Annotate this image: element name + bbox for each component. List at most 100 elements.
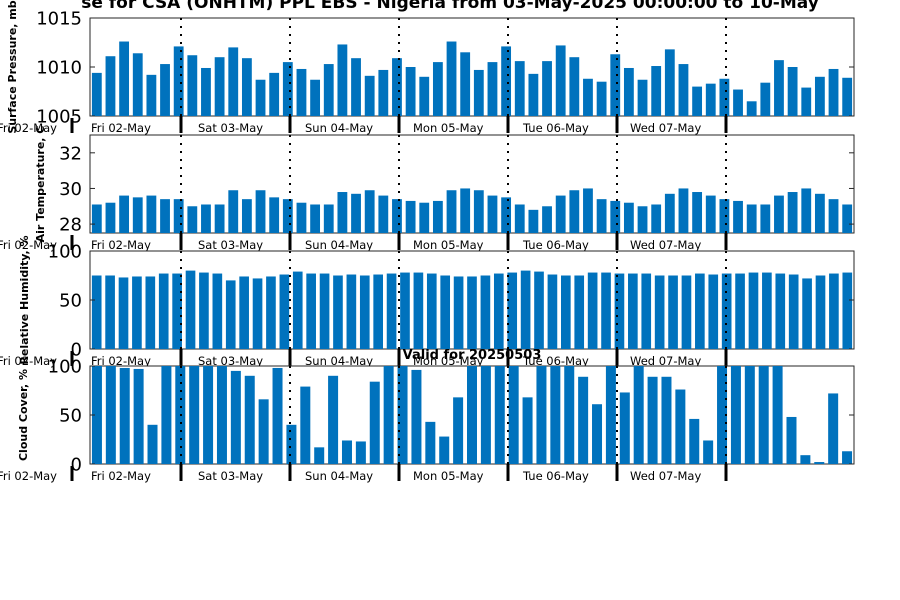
bar — [252, 278, 263, 349]
bar — [132, 276, 142, 349]
bar — [105, 366, 116, 464]
y-tick-label: 100 — [48, 357, 82, 378]
bar — [432, 200, 443, 233]
bar — [487, 62, 498, 116]
bar — [814, 76, 825, 116]
bar — [828, 393, 839, 464]
bar — [664, 193, 675, 233]
day-label: Sun 04-May — [305, 238, 373, 252]
bar — [555, 195, 566, 233]
bar — [386, 273, 397, 349]
bar — [647, 376, 658, 464]
bar — [493, 273, 504, 349]
day-label: Wed 07-May — [630, 121, 701, 135]
y-tick-label: 100 — [48, 242, 82, 263]
bar — [480, 275, 491, 349]
bar — [668, 275, 678, 349]
bar — [842, 204, 853, 233]
bar — [534, 271, 544, 349]
bar — [282, 62, 293, 116]
bar — [774, 195, 784, 233]
bar — [569, 57, 580, 116]
bar — [432, 62, 443, 116]
bar — [355, 441, 366, 464]
bar — [203, 366, 214, 464]
bar — [692, 86, 703, 116]
y-axis-label: Cloud Cover, % — [17, 369, 30, 461]
bar — [199, 272, 209, 349]
y-tick-label: 0 — [71, 340, 82, 361]
bar — [132, 53, 143, 116]
bar — [522, 397, 533, 464]
bar — [189, 366, 200, 464]
bar — [842, 77, 853, 116]
bar — [91, 366, 102, 464]
bar — [583, 78, 593, 116]
bar — [328, 375, 339, 464]
bar — [675, 389, 686, 464]
bar — [241, 58, 252, 116]
bar — [547, 274, 558, 349]
bar — [542, 206, 552, 233]
bar — [473, 69, 484, 116]
bar — [460, 188, 471, 233]
day-label: Mon 05-May — [413, 238, 484, 252]
y-tick-label: 32 — [59, 143, 82, 164]
bar — [269, 197, 280, 233]
bar — [661, 376, 672, 464]
bar — [269, 72, 280, 116]
bar — [310, 79, 321, 116]
bar — [292, 271, 303, 349]
bar — [842, 451, 853, 464]
bar — [637, 79, 648, 116]
day-label: Fri 02-May — [91, 121, 151, 135]
bar — [413, 272, 424, 349]
bar — [173, 199, 184, 233]
edge-day-label: Fri 02-May — [0, 121, 57, 135]
bar — [569, 190, 580, 233]
bar — [705, 195, 716, 233]
edge-day-label: Fri 02-May — [0, 469, 57, 483]
bar — [225, 280, 236, 349]
bar — [689, 418, 700, 464]
bar — [787, 67, 798, 116]
y-axis-label: Relative Humidity, % — [18, 235, 31, 364]
bar — [337, 192, 348, 233]
day-label: Sun 04-May — [305, 121, 373, 135]
bar — [760, 82, 771, 116]
bar — [310, 204, 321, 233]
bar — [216, 366, 227, 464]
day-label: Wed 07-May — [630, 238, 701, 252]
bar — [453, 276, 464, 349]
bar — [319, 273, 330, 349]
day-label: Sat 03-May — [198, 354, 263, 368]
bar — [758, 366, 769, 464]
bar — [788, 274, 799, 349]
bar — [744, 366, 755, 464]
bar — [400, 272, 410, 349]
bar — [536, 366, 547, 464]
bar — [748, 272, 759, 349]
bar — [132, 197, 143, 233]
bar — [733, 200, 743, 233]
bar — [105, 202, 116, 233]
bar — [244, 375, 255, 464]
bar — [296, 202, 307, 233]
bar — [351, 193, 361, 233]
bar — [147, 424, 158, 464]
bar — [230, 370, 241, 464]
bar — [708, 274, 719, 349]
bar — [105, 275, 115, 349]
bar — [214, 204, 225, 233]
bar — [564, 366, 575, 464]
bar — [323, 204, 334, 233]
bar — [578, 376, 589, 464]
bar — [592, 404, 603, 464]
bar — [187, 206, 198, 233]
day-label: Sun 04-May — [305, 354, 373, 368]
bar — [550, 366, 561, 464]
bar — [364, 75, 375, 116]
bar — [842, 272, 853, 349]
